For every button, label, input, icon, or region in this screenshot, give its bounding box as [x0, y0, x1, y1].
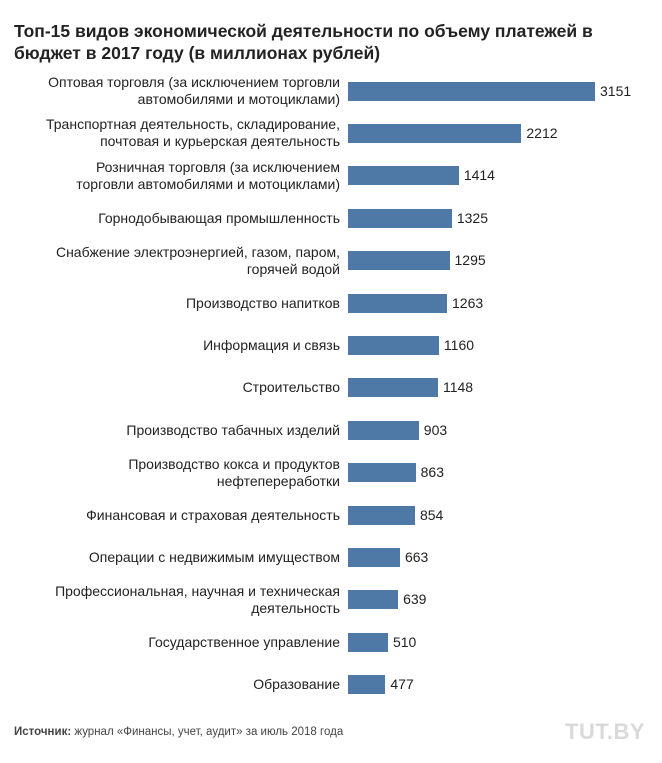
bar: [348, 505, 415, 525]
value-label: 663: [404, 548, 429, 565]
value-label: 2212: [526, 124, 558, 141]
category-label: Оптовая торговля (за исключением торговл…: [48, 74, 340, 107]
value-label: 863: [420, 464, 444, 481]
bar: [348, 251, 450, 271]
category-label: Операции с недвижимым имуществом: [88, 548, 340, 565]
bar: [348, 123, 522, 143]
bar: [348, 420, 419, 440]
value-label: 1263: [452, 294, 484, 311]
bar: [348, 293, 447, 313]
value-label: 477: [390, 676, 414, 693]
value-label: 1325: [456, 209, 489, 226]
source-note: Источник: журнал «Финансы, учет, аудит» …: [14, 726, 343, 738]
value-label: 1295: [454, 252, 486, 269]
category-label: Производство кокса и продуктов нефтепере…: [128, 455, 340, 489]
bar-chart: Оптовая торговля (за исключением торговл…: [46, 74, 632, 695]
category-label: Розничная торговля (за исключением торго…: [76, 158, 340, 192]
category-label: Горнодобывающая промышленность: [98, 209, 340, 226]
bar: [348, 632, 388, 652]
category-label: Финансовая и страховая деятельность: [86, 506, 340, 523]
bar: [348, 378, 438, 398]
source-label: Источник:: [14, 726, 72, 738]
bar: [348, 590, 399, 610]
category-label: Государственное управление: [148, 633, 340, 650]
value-label: 1414: [463, 167, 495, 184]
value-label: 3151: [600, 82, 632, 99]
value-label: 639: [403, 591, 427, 608]
category-label: Образование: [253, 676, 340, 693]
bar: [348, 335, 439, 355]
tutby-logo: TUT.BY: [565, 719, 645, 744]
bar: [348, 208, 452, 228]
value-label: 1160: [443, 336, 475, 353]
value-label: 1148: [442, 379, 474, 396]
value-label: 510: [392, 633, 417, 650]
chart-title: Топ-15 видов экономической деятельности …: [14, 21, 593, 63]
category-label: Производство табачных изделий: [126, 421, 340, 438]
bar: [348, 463, 416, 483]
bar: [348, 166, 459, 186]
bar: [348, 81, 595, 101]
source-text: журнал «Финансы, учет, аудит» за июль 20…: [71, 726, 344, 738]
bar: [348, 547, 400, 567]
category-label: Профессиональная, научная и техническая …: [55, 582, 340, 616]
bar: [348, 675, 386, 695]
value-label: 903: [423, 421, 448, 438]
value-label: 854: [419, 506, 444, 523]
category-label: Информация и связь: [203, 336, 340, 353]
category-label: Производство напитков: [185, 294, 340, 311]
category-label: Снабжение электроэнергией, газом, паром,…: [55, 243, 340, 277]
category-label: Строительство: [242, 379, 340, 396]
category-label: Транспортная деятельность, складирование…: [46, 116, 340, 150]
